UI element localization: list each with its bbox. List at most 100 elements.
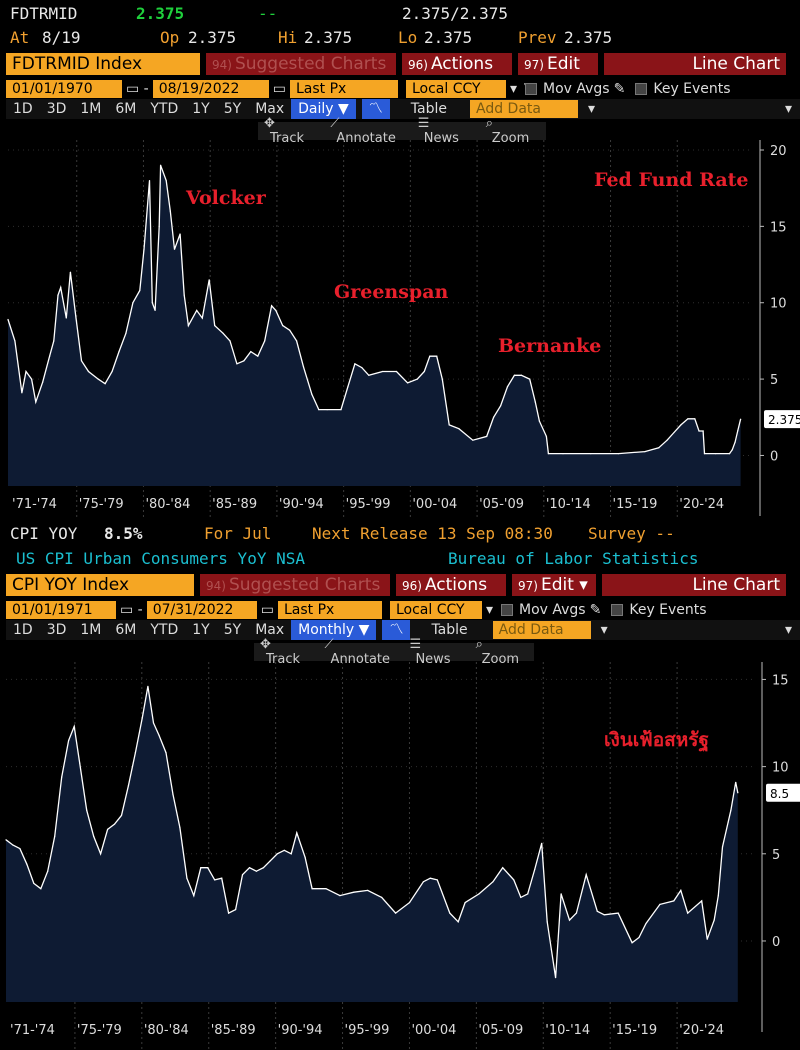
news-tool[interactable]: ☰ News xyxy=(412,116,480,146)
series-area xyxy=(8,165,741,487)
track-label: Track xyxy=(270,131,305,146)
data-point xyxy=(367,889,369,892)
mov-avgs-checkbox[interactable] xyxy=(525,83,537,95)
chart-annotation: Greenspan xyxy=(334,281,449,303)
table-button[interactable]: Table xyxy=(410,101,447,117)
period-max[interactable]: Max xyxy=(255,622,285,638)
actions-button[interactable]: 96)Actions ▾ xyxy=(396,574,506,618)
last-value-badge: 2.375 xyxy=(764,410,800,429)
period-3d[interactable]: 3D xyxy=(46,101,67,117)
y-tick-label: 10 xyxy=(770,297,787,312)
data-point xyxy=(222,332,224,334)
period-ytd[interactable]: YTD xyxy=(150,101,179,117)
add-data-input[interactable]: Add Data xyxy=(470,100,578,118)
currency-select[interactable]: Local CCY xyxy=(389,601,482,619)
top-date-bar: 01/01/1970 ▭ - 08/19/2022 ▭ Last Px Loca… xyxy=(6,79,800,99)
suggested-charts-button[interactable]: 94) Suggested Charts xyxy=(200,574,390,596)
dropdown-icon[interactable]: ▾ xyxy=(485,602,493,618)
bottom-chart-tools: ✥ Track ⟋ Annotate ☰ News ⌕ Zoom xyxy=(254,637,534,667)
end-date-input[interactable]: 08/19/2022 xyxy=(152,80,269,98)
security-field[interactable]: CPI YOY Index xyxy=(6,574,194,596)
mov-avgs-checkbox[interactable] xyxy=(501,604,513,616)
edit-button[interactable]: 97)Edit ▾ xyxy=(512,574,596,596)
key-events-checkbox[interactable] xyxy=(635,83,648,95)
track-tool[interactable]: ✥ Track xyxy=(258,116,324,146)
price-field-select[interactable]: Last Px xyxy=(289,80,398,98)
data-point xyxy=(715,453,717,455)
period-6m[interactable]: 6M xyxy=(115,622,137,638)
line-chart-icon[interactable]: 〽 xyxy=(382,620,411,640)
zoom-tool[interactable]: ⌕ Zoom xyxy=(470,637,534,667)
x-tick-label: '05-'09 xyxy=(478,1023,523,1038)
data-point xyxy=(347,386,349,388)
period-max[interactable]: Max xyxy=(255,101,285,117)
annotate-tool[interactable]: ⟋ Annotate xyxy=(324,116,411,146)
actions-button[interactable]: 96)Actions ▾ xyxy=(402,53,512,97)
data-point xyxy=(326,409,328,411)
fed-funds-chart[interactable]: 0 5 10 15 20 2.375 '71-'74 '75-'79 '80-'84 '85-'8… xyxy=(0,140,800,520)
mov-avgs-label: Mov Avgs xyxy=(543,81,610,97)
data-point xyxy=(127,785,130,787)
menu-dropdown-icon[interactable]: ▾ xyxy=(784,622,792,638)
start-date-input[interactable]: 01/01/1971 xyxy=(6,601,116,619)
period-1y[interactable]: 1Y xyxy=(192,622,210,638)
period-1y[interactable]: 1Y xyxy=(192,101,210,117)
period-5y[interactable]: 5Y xyxy=(223,622,242,638)
calendar-icon[interactable]: ▭ xyxy=(260,602,274,618)
data-point xyxy=(538,420,541,422)
edit-button[interactable]: 97)Edit ▾ xyxy=(518,53,598,97)
security-field[interactable]: FDTRMID Index xyxy=(6,53,200,75)
data-point xyxy=(730,809,732,811)
data-point xyxy=(429,355,431,357)
news-tool[interactable]: ☰ News xyxy=(403,637,469,667)
suggested-charts-button[interactable]: 94) Suggested Charts xyxy=(206,53,396,75)
dropdown-icon[interactable]: ▾ xyxy=(588,101,596,117)
data-point xyxy=(296,832,298,834)
frequency-select[interactable]: Monthly ▼ xyxy=(291,620,377,640)
annotate-tool[interactable]: ⟋ Annotate xyxy=(319,637,404,667)
line-chart-icon[interactable]: 〽 xyxy=(361,99,390,119)
data-point xyxy=(698,430,700,432)
chart-type-button[interactable]: Line Chart xyxy=(604,53,786,75)
menu-dropdown-icon[interactable]: ▾ xyxy=(784,101,792,117)
data-point xyxy=(617,912,619,914)
period-1d[interactable]: 1D xyxy=(13,622,33,638)
frequency-select[interactable]: Daily ▼ xyxy=(291,99,356,119)
add-data-input[interactable]: Add Data xyxy=(492,621,591,639)
x-tick-label: '05-'09 xyxy=(479,497,524,512)
key-events-checkbox[interactable] xyxy=(611,604,624,616)
data-point xyxy=(666,439,668,441)
track-tool[interactable]: ✥ Track xyxy=(254,637,319,667)
end-date-input[interactable]: 07/31/2022 xyxy=(146,601,257,619)
calendar-icon[interactable]: ▭ - xyxy=(126,81,149,97)
dropdown-icon[interactable]: ▾ xyxy=(600,622,608,638)
calendar-icon[interactable]: ▭ - xyxy=(120,602,143,618)
chart-type-button[interactable]: Line Chart xyxy=(602,574,786,596)
x-tick-label: '20-'24 xyxy=(679,497,724,512)
period-1m[interactable]: 1M xyxy=(80,622,102,638)
price-field-select[interactable]: Last Px xyxy=(277,601,382,619)
period-1d[interactable]: 1D xyxy=(13,101,33,117)
zoom-tool[interactable]: ⌕ Zoom xyxy=(480,116,546,146)
period-5y[interactable]: 5Y xyxy=(223,101,242,117)
data-point xyxy=(541,842,543,844)
x-tick-label: '71-'74 xyxy=(12,497,57,512)
cpi-chart[interactable]: 0 5 10 15 8.5 '71-'74 '75-'79 '80-'84 '85-'89 '90… xyxy=(0,662,800,1050)
at-label: At xyxy=(10,28,30,47)
dropdown-icon[interactable]: ▾ xyxy=(509,81,517,97)
x-tick-label: '15-'19 xyxy=(613,497,658,512)
pencil-icon[interactable]: ✎ xyxy=(613,81,626,97)
bid-ask: 2.375/2.375 xyxy=(402,4,508,23)
pencil-icon[interactable]: ✎ xyxy=(589,602,602,618)
x-tick-label: '80-'84 xyxy=(145,497,190,512)
data-point xyxy=(728,453,731,455)
period-ytd[interactable]: YTD xyxy=(150,622,179,638)
period-3d[interactable]: 3D xyxy=(46,622,67,638)
currency-select[interactable]: Local CCY xyxy=(405,80,506,98)
period-6m[interactable]: 6M xyxy=(115,101,137,117)
table-button[interactable]: Table xyxy=(431,622,468,638)
calendar-icon[interactable]: ▭ xyxy=(272,81,286,97)
period-1m[interactable]: 1M xyxy=(80,101,102,117)
start-date-input[interactable]: 01/01/1970 xyxy=(6,80,122,98)
data-point xyxy=(448,424,450,426)
